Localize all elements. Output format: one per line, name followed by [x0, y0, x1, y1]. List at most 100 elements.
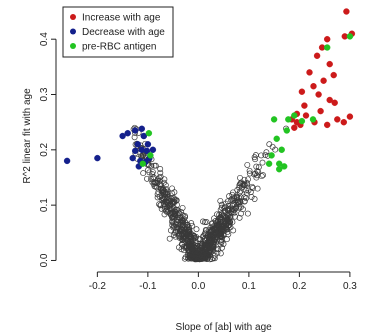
cloud-point — [146, 169, 153, 176]
cloud-point — [171, 196, 178, 203]
cloud-point — [218, 204, 225, 211]
series-1 — [288, 8, 356, 131]
cloud-point — [148, 162, 155, 169]
data-point — [94, 154, 101, 162]
cloud-point — [210, 245, 217, 252]
cloud-point — [202, 227, 209, 233]
cloud-point — [240, 181, 247, 187]
cloud-point — [177, 214, 184, 221]
cloud-point — [177, 218, 184, 225]
cloud-point — [237, 188, 244, 195]
data-point — [324, 36, 331, 43]
y-tick-label: 0.0 — [39, 253, 50, 267]
data-point — [276, 165, 283, 173]
data-point — [124, 129, 131, 137]
background-cloud — [130, 124, 290, 263]
cloud-point — [217, 250, 224, 257]
cloud-point — [171, 199, 178, 205]
cloud-point — [249, 183, 256, 190]
data-point — [334, 116, 341, 123]
data-point — [140, 132, 148, 140]
cloud-point — [199, 240, 206, 247]
cloud-point — [157, 201, 164, 208]
cloud-point — [206, 239, 213, 246]
cloud-point — [164, 201, 171, 208]
cloud-point — [191, 242, 198, 248]
x-tick-label: 0.3 — [343, 281, 357, 292]
cloud-point — [253, 174, 260, 181]
cloud-point — [217, 197, 224, 204]
cloud-point — [178, 209, 185, 216]
data-point — [346, 33, 354, 40]
cloud-point — [180, 232, 187, 239]
cloud-point — [236, 214, 243, 221]
cloud-point — [144, 175, 150, 182]
cloud-point — [183, 226, 190, 233]
cloud-point — [255, 164, 262, 171]
cloud-point — [224, 215, 231, 222]
data-point — [281, 163, 288, 170]
data-point — [285, 116, 292, 123]
cloud-point — [217, 230, 223, 237]
data-point — [301, 102, 308, 109]
legend-marker — [70, 28, 76, 35]
data-point — [310, 82, 317, 90]
data-point — [273, 135, 280, 143]
cloud-point — [192, 256, 198, 263]
data-point — [306, 69, 313, 76]
cloud-point — [231, 201, 238, 208]
x-tick-label: -0.2 — [89, 281, 107, 292]
cloud-point — [173, 197, 180, 204]
cloud-point — [272, 146, 279, 153]
cloud-point — [149, 168, 156, 175]
data-point — [330, 71, 337, 79]
cloud-point — [151, 162, 158, 169]
data-point — [138, 125, 146, 133]
cloud-point — [157, 202, 164, 209]
cloud-point — [215, 222, 222, 229]
data-point — [298, 117, 306, 125]
data-point — [291, 124, 298, 131]
cloud-point — [210, 255, 217, 262]
cloud-point — [230, 189, 236, 196]
cloud-point — [240, 206, 246, 213]
data-point — [317, 107, 324, 115]
data-point — [320, 77, 327, 84]
cloud-point — [245, 176, 251, 183]
data-point — [315, 91, 322, 98]
cloud-point — [260, 172, 266, 179]
cloud-point — [210, 231, 217, 238]
axes: -0.2 -0.1 0.0 0.1 0.2 0.3 0.0 0.1 0.2 0.3 0.4 — [39, 32, 357, 292]
cloud-point — [254, 185, 261, 192]
cloud-point — [159, 187, 166, 194]
data-point — [331, 99, 338, 107]
cloud-point — [147, 176, 154, 182]
cloud-point — [197, 240, 204, 247]
cloud-point — [158, 194, 165, 201]
data-point — [131, 147, 139, 155]
cloud-point — [262, 151, 269, 158]
cloud-point — [158, 205, 165, 212]
cloud-point — [166, 235, 173, 242]
cloud-point — [201, 253, 208, 259]
legend-marker — [70, 14, 76, 20]
data-point — [119, 132, 126, 140]
cloud-point — [230, 227, 237, 234]
cloud-point — [161, 176, 168, 183]
cloud-point — [188, 220, 195, 227]
cloud-point — [225, 213, 232, 219]
series-layer — [63, 8, 356, 173]
x-tick-label: -0.1 — [139, 281, 157, 292]
x-axis-label: Slope of [ab] with age — [176, 322, 273, 332]
cloud-point — [169, 185, 176, 192]
cloud-point — [219, 244, 225, 251]
data-point — [63, 157, 71, 165]
cloud-point — [188, 245, 195, 252]
cloud-point — [158, 188, 165, 195]
cloud-point — [175, 224, 182, 231]
cloud-point — [200, 233, 207, 240]
cloud-point — [236, 182, 243, 189]
data-point — [134, 141, 142, 148]
